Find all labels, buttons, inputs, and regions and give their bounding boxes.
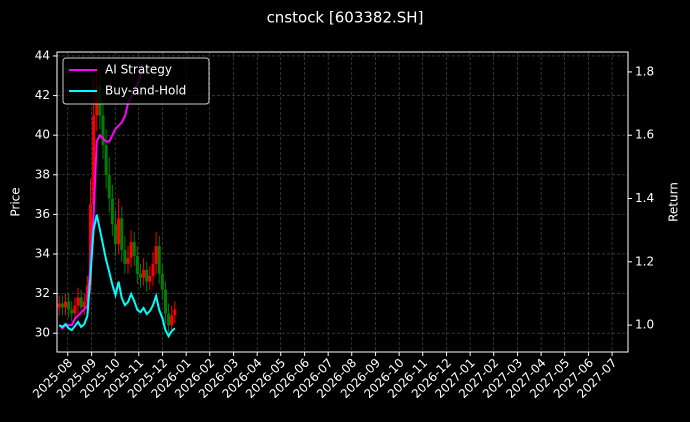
candle-body [123, 250, 127, 264]
y2-tick-label: 1.6 [635, 128, 654, 142]
candle-body [135, 255, 139, 274]
y2-tick-label: 1.2 [635, 254, 654, 268]
candle-body [60, 303, 64, 308]
y-tick-label: 34 [35, 246, 50, 260]
plot-area [57, 65, 177, 339]
candle-body [89, 204, 93, 286]
candle-body [67, 301, 71, 310]
candle-body [79, 297, 83, 308]
legend-label: AI Strategy [105, 63, 172, 77]
y2-tick-label: 1.4 [635, 191, 654, 205]
y-axis-label: Price [9, 187, 23, 216]
candle-body [82, 301, 86, 308]
candle-body [129, 242, 133, 258]
y2-tick-label: 1.0 [635, 318, 654, 332]
candle-body [160, 273, 164, 290]
candle-body [104, 145, 108, 175]
candle-body [120, 218, 124, 251]
candle-body [92, 115, 96, 205]
candle-body [107, 174, 111, 199]
candle-body [145, 269, 149, 282]
y-tick-label: 42 [35, 88, 50, 102]
candle-body [142, 269, 146, 278]
y-tick-label: 44 [35, 48, 50, 62]
chart-title: cnstock [603382.SH] [267, 9, 424, 27]
candle-body [173, 309, 177, 316]
y-tick-label: 36 [35, 207, 50, 221]
legend-box [62, 57, 210, 105]
y2-axis-label: Return [667, 182, 681, 222]
candle-body [157, 246, 161, 274]
candle-body [110, 198, 114, 225]
candle-body [167, 313, 171, 326]
candle-body [117, 218, 121, 245]
candle-body [76, 297, 80, 306]
y-tick-label: 30 [35, 326, 50, 340]
candle-body [64, 301, 68, 308]
y-tick-label: 32 [35, 286, 50, 300]
y-tick-label: 38 [35, 167, 50, 181]
series-line [58, 214, 176, 339]
candle-body [170, 315, 174, 326]
legend: AI Strategy Buy-and-Hold [62, 57, 210, 105]
legend-label: Buy-and-Hold [105, 84, 186, 98]
candle-body [151, 263, 155, 276]
candle-body [132, 242, 136, 256]
y-tick-label: 40 [35, 128, 50, 142]
candle-body [138, 273, 142, 278]
candle-body [148, 275, 152, 282]
candle-body [70, 309, 74, 314]
candle-body [73, 305, 77, 314]
candle-body [101, 115, 105, 146]
plot-frame [56, 51, 629, 353]
candle-body [126, 257, 130, 264]
candle-body [57, 303, 61, 308]
candle-body [113, 224, 117, 245]
y2-tick-label: 1.8 [635, 64, 654, 78]
candle-body [163, 289, 167, 314]
candle-body [154, 246, 158, 264]
